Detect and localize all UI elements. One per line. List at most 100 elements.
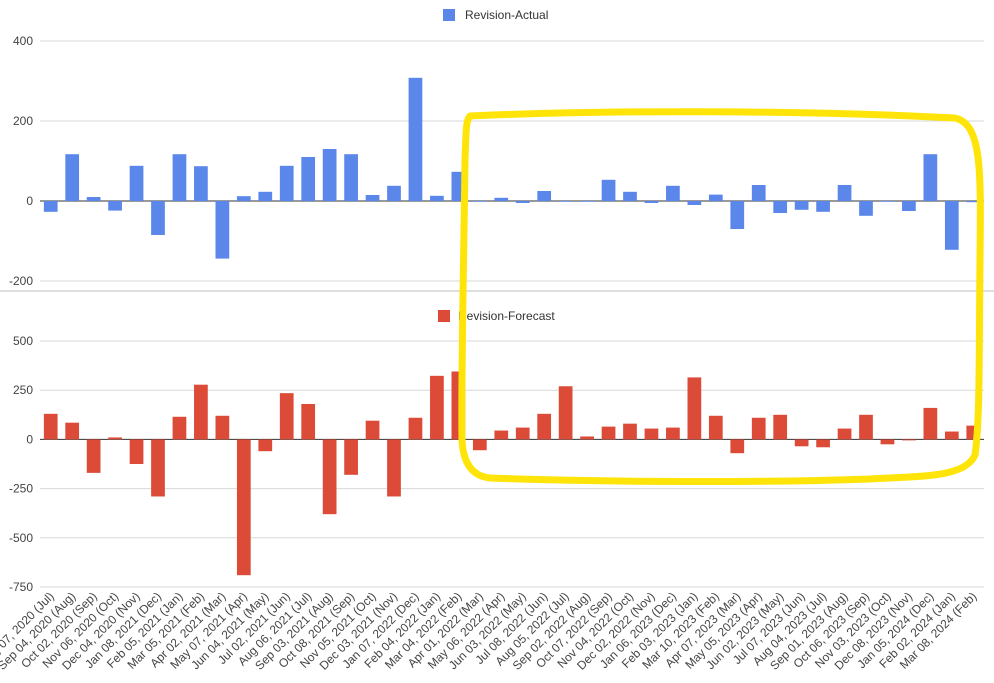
forecast-bar bbox=[687, 377, 702, 440]
forecast-bar bbox=[494, 430, 509, 440]
forecast-bar bbox=[172, 416, 187, 440]
forecast-bars bbox=[43, 371, 981, 576]
legend-label-actual: Revision-Actual bbox=[465, 8, 548, 22]
actual-bar bbox=[794, 201, 809, 210]
actual-bar bbox=[515, 201, 530, 203]
actual-bar bbox=[580, 201, 594, 202]
forecast-bar bbox=[902, 439, 916, 441]
forecast-y-axis: 500 250 0 -250 -500 -750 bbox=[9, 334, 33, 594]
forecast-bar bbox=[666, 427, 680, 440]
forecast-bar bbox=[129, 439, 144, 464]
forecast-bar bbox=[837, 428, 852, 440]
forecast-bar bbox=[880, 439, 895, 445]
forecast-y-tick-label: -750 bbox=[9, 580, 33, 594]
actual-bar bbox=[108, 201, 122, 211]
actual-bar bbox=[666, 185, 680, 201]
actual-bar bbox=[301, 157, 316, 201]
forecast-revision-chart: 500 250 0 -250 -500 -750 Aug 07, 2020 (Jul)Se… bbox=[0, 309, 984, 673]
actual-y-tick-label: 400 bbox=[13, 34, 33, 48]
forecast-y-tick-label: 250 bbox=[13, 383, 33, 397]
forecast-bar bbox=[623, 423, 637, 440]
actual-bars bbox=[43, 77, 981, 259]
actual-bar bbox=[151, 201, 165, 235]
forecast-legend: Revision-Forecast bbox=[438, 309, 555, 323]
actual-y-tick-label: -200 bbox=[9, 274, 33, 288]
actual-bar bbox=[279, 165, 294, 201]
forecast-bar bbox=[408, 417, 423, 440]
actual-bar bbox=[708, 194, 723, 201]
actual-bar bbox=[773, 201, 788, 213]
forecast-bar bbox=[301, 403, 316, 440]
forecast-bar bbox=[859, 414, 873, 440]
actual-bar bbox=[194, 166, 208, 201]
forecast-bar bbox=[430, 375, 444, 440]
forecast-bar bbox=[644, 428, 659, 440]
forecast-bar bbox=[387, 439, 401, 497]
forecast-bar bbox=[923, 407, 938, 440]
actual-bar bbox=[537, 191, 552, 201]
forecast-y-tick-label: 500 bbox=[13, 334, 33, 348]
actual-y-tick-label: 200 bbox=[13, 114, 33, 128]
forecast-bar bbox=[279, 393, 294, 440]
actual-bar bbox=[623, 191, 637, 201]
forecast-bar bbox=[944, 431, 959, 440]
forecast-bar bbox=[194, 384, 208, 440]
forecast-gridlines bbox=[40, 340, 984, 588]
actual-legend: Revision-Actual bbox=[443, 8, 548, 22]
forecast-bar bbox=[344, 439, 358, 475]
actual-bar bbox=[65, 154, 80, 201]
forecast-bar bbox=[558, 386, 573, 440]
actual-bar bbox=[472, 201, 487, 202]
forecast-bar bbox=[151, 439, 165, 497]
actual-bar bbox=[902, 201, 916, 211]
forecast-bar bbox=[816, 439, 830, 448]
forecast-bar bbox=[601, 426, 616, 440]
forecast-bar bbox=[43, 413, 58, 440]
forecast-bar bbox=[537, 413, 552, 440]
forecast-y-tick-label: -250 bbox=[9, 482, 33, 496]
actual-bar bbox=[43, 201, 58, 212]
forecast-bar bbox=[472, 439, 487, 451]
forecast-bar bbox=[730, 439, 745, 454]
forecast-bar bbox=[794, 439, 809, 447]
forecast-bar bbox=[773, 414, 788, 440]
forecast-bar bbox=[708, 415, 723, 440]
actual-bar bbox=[923, 154, 938, 201]
actual-bar bbox=[86, 197, 101, 201]
actual-revision-chart: 400 200 0 -200 Revision-Actual bbox=[9, 8, 984, 288]
forecast-y-tick-label: -500 bbox=[9, 531, 33, 545]
forecast-bar bbox=[515, 427, 530, 440]
actual-bar bbox=[215, 201, 230, 259]
highlight-annotation bbox=[458, 108, 984, 486]
actual-bar bbox=[494, 197, 509, 201]
forecast-bar bbox=[86, 439, 101, 473]
legend-swatch-forecast bbox=[438, 310, 450, 322]
legend-swatch-actual bbox=[443, 9, 455, 21]
legend-label-forecast: Revision-Forecast bbox=[458, 309, 555, 323]
actual-bar bbox=[644, 201, 659, 203]
x-axis-labels: Aug 07, 2020 (Jul)Sep 04, 2020 (Aug)Oct … bbox=[0, 589, 979, 672]
forecast-bar bbox=[236, 439, 251, 576]
forecast-bar bbox=[215, 415, 230, 440]
forecast-bar bbox=[751, 417, 766, 440]
actual-bar bbox=[322, 149, 337, 201]
actual-bar bbox=[751, 185, 766, 201]
actual-bar bbox=[859, 201, 873, 216]
actual-bar bbox=[172, 154, 187, 201]
actual-bar bbox=[944, 201, 959, 250]
actual-bar bbox=[430, 195, 444, 201]
actual-bar bbox=[408, 77, 423, 201]
forecast-bar bbox=[258, 439, 273, 452]
actual-bar bbox=[344, 154, 358, 201]
actual-bar bbox=[387, 185, 401, 201]
actual-bar bbox=[880, 201, 895, 202]
forecast-bar bbox=[365, 420, 380, 440]
actual-bar bbox=[687, 201, 702, 205]
actual-y-tick-label: 0 bbox=[26, 194, 33, 208]
actual-bar bbox=[837, 185, 852, 201]
actual-bar bbox=[730, 201, 745, 229]
actual-bar bbox=[365, 195, 380, 201]
actual-bar bbox=[816, 201, 830, 212]
